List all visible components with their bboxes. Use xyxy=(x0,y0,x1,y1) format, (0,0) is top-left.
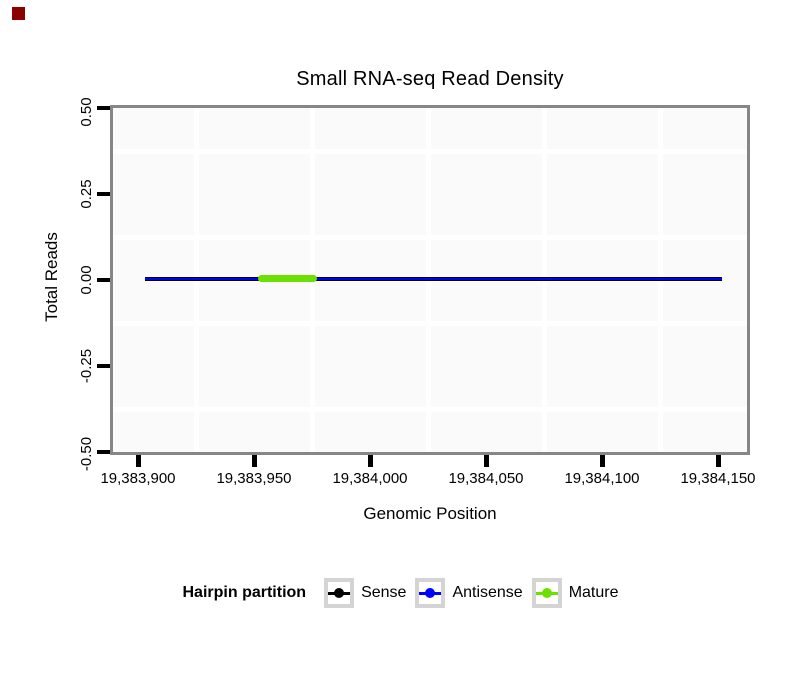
gridline-horizontal xyxy=(113,235,747,240)
chart-title: Small RNA-seq Read Density xyxy=(296,68,564,90)
y-tick-mark xyxy=(97,450,110,454)
legend-label-mature: Mature xyxy=(568,584,619,601)
x-tick-label: 19,384,100 xyxy=(564,470,640,487)
x-tick-label: 19,383,900 xyxy=(100,470,176,487)
recording-indicator xyxy=(12,7,25,20)
y-tick-mark xyxy=(97,278,110,282)
antisense-read-line xyxy=(145,278,722,280)
gridline-horizontal xyxy=(113,149,747,154)
legend: Hairpin partition Sense Antisense Mature xyxy=(0,576,810,610)
legend-label-antisense: Antisense xyxy=(452,584,523,601)
y-tick-mark xyxy=(97,192,110,196)
legend-title: Hairpin partition xyxy=(182,584,307,601)
gridline-horizontal xyxy=(113,407,747,412)
sense-key-icon xyxy=(324,578,355,608)
sense-key-dot xyxy=(334,588,345,598)
x-tick-mark xyxy=(484,455,489,467)
mature-key-icon xyxy=(531,578,562,608)
legend-label-sense: Sense xyxy=(361,584,407,601)
mature-read-segment xyxy=(258,275,317,282)
legend-item-mature: Mature xyxy=(531,578,619,608)
y-tick-label: 0.00 xyxy=(78,265,95,295)
x-tick-mark xyxy=(368,455,373,467)
x-tick-mark xyxy=(136,455,141,467)
x-tick-label: 19,383,950 xyxy=(216,470,292,487)
x-axis-title: Genomic Position xyxy=(363,504,497,523)
y-tick-mark xyxy=(97,364,110,368)
sense-read-line xyxy=(145,277,722,281)
y-tick-label: 0.25 xyxy=(78,179,95,209)
x-tick-mark xyxy=(600,455,605,467)
legend-item-sense: Sense xyxy=(324,578,406,608)
x-tick-label: 19,384,000 xyxy=(332,470,408,487)
x-tick-label: 19,384,150 xyxy=(680,470,756,487)
x-tick-label: 19,384,050 xyxy=(448,470,524,487)
antisense-key-dot xyxy=(425,588,436,598)
y-tick-label: 0.50 xyxy=(78,97,95,127)
mature-key-dot xyxy=(541,588,552,598)
x-tick-mark xyxy=(716,455,721,467)
gridline-horizontal xyxy=(113,321,747,326)
y-axis-title: Total Reads xyxy=(42,232,61,322)
y-tick-label: -0.25 xyxy=(78,348,95,384)
legend-item-antisense: Antisense xyxy=(415,578,523,608)
antisense-key-icon xyxy=(415,578,446,608)
x-tick-mark xyxy=(252,455,257,467)
y-tick-mark xyxy=(97,106,110,110)
